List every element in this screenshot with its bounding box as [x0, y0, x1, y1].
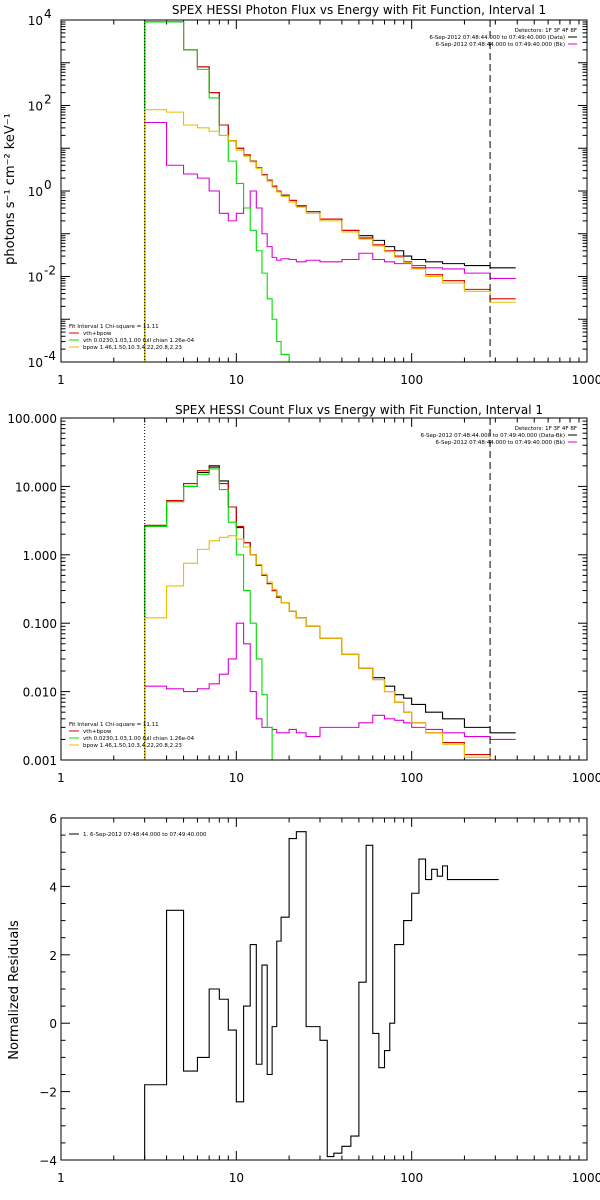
count-flux-legend-fit-label: bpow 1.46,1.50,10.3,4.22,20.8,2.23 — [83, 743, 182, 749]
photon-flux-ytick-label: 10 — [28, 100, 43, 114]
photon-flux-legend-data-label: 6-Sep-2012 07:48:44.000 to 07:49:40.000 … — [436, 42, 566, 48]
count-flux-legend-data-label: 6-Sep-2012 07:48:44.000 to 07:49:40.000 … — [436, 440, 566, 446]
photon-flux-ytick-label: 10 — [28, 14, 43, 28]
count-flux-ytick-label: 100.000 — [7, 412, 57, 426]
photon-flux-title: SPEX HESSI Photon Flux vs Energy with Fi… — [172, 3, 546, 17]
residuals-xtick-label: 1000 — [572, 1171, 600, 1185]
photon-flux-legend-detectors: Detectors: 1F 3F 4F 8F — [515, 28, 577, 34]
count-flux-xtick-label: 100 — [400, 771, 423, 785]
count-flux-series-vth — [144, 468, 273, 760]
count-flux-ytick-label: 10.000 — [15, 480, 57, 494]
photon-flux-xtick-label: 1 — [57, 373, 65, 387]
residuals-ytick-label: 0 — [49, 1017, 57, 1031]
residuals-ytick-label: −4 — [39, 1154, 57, 1168]
residuals-ytick-label: 6 — [49, 812, 57, 826]
photon-flux-ytick-label: 10 — [28, 185, 43, 199]
photon-flux-legend-fit-header: Fit Interval 1 Chi-square = 11.11 — [69, 324, 159, 330]
residuals-marks: 1 10 100 1000 −4 −2 0 2 4 6 1. 6-Sep-2012 07:48:44… — [39, 812, 600, 1185]
residuals-panel: Normalized Residuals 1 10 100 1000−4−202461… — [7, 812, 600, 1185]
count-flux-legend-fit-label: vth 0.0230,1.03,1.00 full chian 1.26e-04 — [83, 736, 195, 742]
photon-flux-ytick-exponent: 4 — [44, 7, 52, 21]
count-flux-series-total — [144, 465, 516, 760]
photon-flux-legend-fit-label: vth 0.0230,1.03,1.00 full chian 1.26e-04 — [83, 338, 195, 344]
photon-flux-series-total — [144, 21, 516, 362]
photon-flux-ytick-label: 10 — [28, 356, 43, 370]
count-flux-series-background — [144, 622, 516, 760]
count-flux-panel: SPEX HESSI Count Flux vs Energy with Fit… — [7, 403, 600, 785]
count-flux-ytick-label: 0.001 — [23, 754, 57, 768]
residuals-xtick-label: 100 — [400, 1171, 423, 1185]
residuals-series-group — [144, 831, 499, 1160]
count-flux-frame — [60, 417, 588, 761]
photon-flux-ytick-exponent: 2 — [44, 93, 52, 107]
photon-flux-ytick-label: 10 — [28, 271, 43, 285]
count-flux-series-bpow — [144, 535, 491, 760]
count-flux-xtick-label: 1000 — [572, 771, 600, 785]
photon-flux-xtick-label: 10 — [229, 373, 244, 387]
photon-flux-series-bpow — [144, 109, 516, 362]
count-flux-legend-data-label: 6-Sep-2012 07:48:44.000 to 07:49:40.000 … — [421, 433, 565, 439]
photon-flux-series-vth — [144, 21, 298, 362]
count-flux-legend-detectors: Detectors: 1F 3F 4F 8F — [515, 426, 577, 432]
residuals-legend-fit-label: 1. 6-Sep-2012 07:48:44.000 to 07:49:40.0… — [83, 832, 207, 838]
count-flux-ytick-label: 1.000 — [23, 549, 57, 563]
photon-flux-series-vth_bpow — [144, 21, 516, 362]
residuals-ytick-label: 4 — [49, 880, 57, 894]
residuals-xtick-label: 10 — [229, 1171, 244, 1185]
count-flux-xtick-label: 1 — [57, 771, 65, 785]
count-flux-legend-fit-header: Fit Interval 1 Chi-square = 11.11 — [69, 722, 159, 728]
residuals-ylabel: Normalized Residuals — [7, 920, 22, 1060]
photon-flux-legend-fit-label: bpow 1.46,1.50,10.3,4.22,20.8,2.23 — [83, 345, 182, 351]
photon-flux-series-background — [144, 121, 516, 362]
residuals-series-residuals — [144, 831, 499, 1160]
photon-flux-ylabel: photons s⁻¹ cm⁻² keV⁻¹ — [3, 113, 18, 265]
count-flux-ytick-label: 0.100 — [23, 617, 57, 631]
count-flux-series-vth_bpow — [144, 466, 491, 760]
residuals-xtick-label: 1 — [57, 1171, 65, 1185]
photon-flux-series-group — [144, 21, 516, 362]
photon-flux-ytick-exponent: 0 — [44, 178, 52, 192]
count-flux-xtick-label: 10 — [229, 771, 244, 785]
photon-flux-legend-fit-label: vth+bpow — [83, 331, 112, 337]
photon-flux-frame — [60, 19, 588, 363]
photon-flux-legend-data-label: 6-Sep-2012 07:48:44.000 to 07:49:40.000 … — [429, 35, 565, 41]
count-flux-ytick-label: 0.010 — [23, 686, 57, 700]
count-flux-title: SPEX HESSI Count Flux vs Energy with Fit… — [175, 403, 543, 417]
count-flux-series-group — [144, 465, 516, 760]
residuals-frame — [60, 817, 588, 1161]
count-flux-legend-fit-label: vth+bpow — [83, 729, 112, 735]
residuals-ytick-label: 2 — [49, 949, 57, 963]
photon-flux-xtick-label: 100 — [400, 373, 423, 387]
photon-flux-panel: SPEX HESSI Photon Flux vs Energy with Fi… — [3, 3, 600, 387]
photon-flux-ytick-exponent: -2 — [44, 264, 56, 278]
photon-flux-ytick-exponent: -4 — [44, 349, 56, 363]
photon-flux-xtick-label: 1000 — [572, 373, 600, 387]
count-flux-marks: 1 10 100 1000 0.001 0.010 0.100 1.000 10.000 100.… — [7, 412, 600, 785]
residuals-ytick-label: −2 — [39, 1086, 57, 1100]
